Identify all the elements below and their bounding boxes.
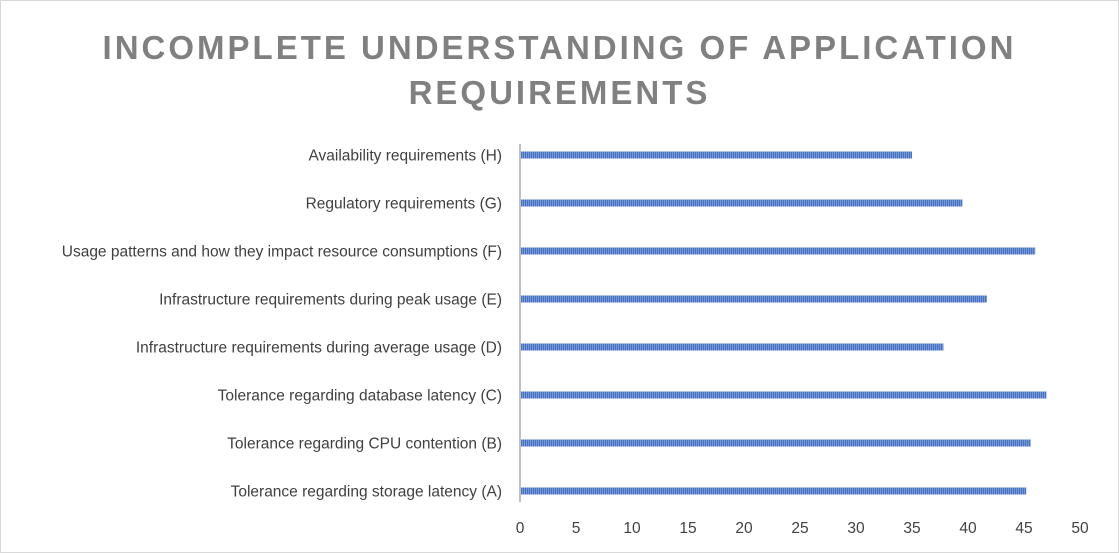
category-label: Availability requirements (H) [308,148,502,165]
bar [521,439,1031,447]
bar [521,199,963,207]
category-label: Regulatory requirements (G) [306,196,502,213]
chart-title: INCOMPLETE UNDERSTANDING OF APPLICATION … [1,25,1118,115]
category-label: Infrastructure requirements during avera… [136,340,502,357]
bar [521,487,1027,495]
x-tick-label: 30 [847,520,865,537]
x-tick-label: 45 [1015,520,1032,537]
category-labels: Availability requirements (H) Regulatory … [62,148,502,501]
bar [521,247,1036,255]
x-tick-label: 35 [903,520,920,537]
bar [521,151,912,159]
category-label: Usage patterns and how they impact resou… [62,244,502,261]
x-tick-label: 40 [959,520,977,537]
x-tick-label: 0 [516,520,525,537]
category-label: Tolerance regarding database latency (C) [218,388,502,405]
bar [521,391,1047,399]
x-tick-label: 25 [791,520,808,537]
category-label: Infrastructure requirements during peak … [159,292,502,309]
x-tick-label: 20 [735,520,753,537]
bar [521,343,944,351]
x-tick-label: 15 [679,520,696,537]
x-tick-label: 50 [1071,520,1089,537]
bar [521,295,987,303]
x-tick-label: 5 [572,520,581,537]
x-tick-label: 10 [623,520,641,537]
chart-title-line-1: INCOMPLETE UNDERSTANDING OF APPLICATION [102,29,1017,66]
bars-layer [521,151,1047,495]
category-label: Tolerance regarding storage latency (A) [231,484,502,501]
category-label: Tolerance regarding CPU contention (B) [227,436,502,453]
x-axis-ticks: 0 5 10 15 20 25 30 35 40 45 50 [516,520,1089,537]
chart-title-line-2: REQUIREMENTS [408,74,711,111]
